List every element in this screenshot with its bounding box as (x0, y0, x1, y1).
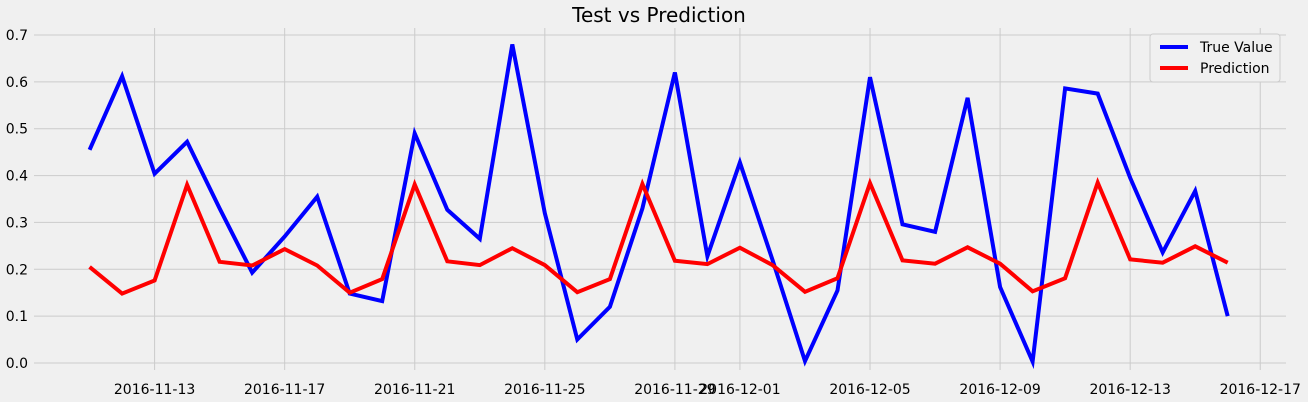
y-tick-label: 0.4 (6, 169, 28, 185)
y-tick-label: 0.2 (6, 262, 28, 278)
y-tick-label: 0.0 (6, 356, 28, 372)
x-tick-label: 2016-12-13 (1089, 382, 1170, 398)
x-tick-label: 2016-12-09 (959, 382, 1040, 398)
y-tick-label: 0.6 (6, 75, 28, 91)
y-tick-label: 0.7 (6, 28, 28, 44)
x-tick-label: 2016-11-21 (374, 382, 455, 398)
x-tick-label: 2016-11-13 (114, 382, 195, 398)
series-line-true-value (87, 44, 1230, 370)
legend-true-value-label: True Value (1199, 40, 1273, 56)
y-tick-label: 0.1 (6, 309, 28, 325)
x-tick-label: 2016-12-17 (1220, 382, 1301, 398)
series-lines (87, 44, 1230, 370)
x-tick-label: 2016-11-29 (634, 382, 715, 398)
y-axis-ticks: 0.0 0.1 0.2 0.3 0.4 0.5 0.6 0.7 (6, 28, 28, 372)
x-axis-ticks: 2016-11-13 2016-11-17 2016-11-21 2016-11-25… (114, 382, 1301, 398)
x-tick-label: 2016-12-05 (829, 382, 910, 398)
legend-prediction-label: Prediction (1200, 61, 1270, 77)
x-tick-label: 2016-11-17 (244, 382, 325, 398)
chart-title: Test vs Prediction (571, 3, 746, 27)
series-line-prediction (88, 176, 1229, 296)
x-tick-label: 2016-12-01 (699, 382, 780, 398)
y-tick-label: 0.3 (6, 215, 28, 231)
y-tick-label: 0.5 (6, 122, 28, 138)
x-tick-label: 2016-11-25 (504, 382, 585, 398)
legend: True Value Prediction (1149, 33, 1281, 83)
